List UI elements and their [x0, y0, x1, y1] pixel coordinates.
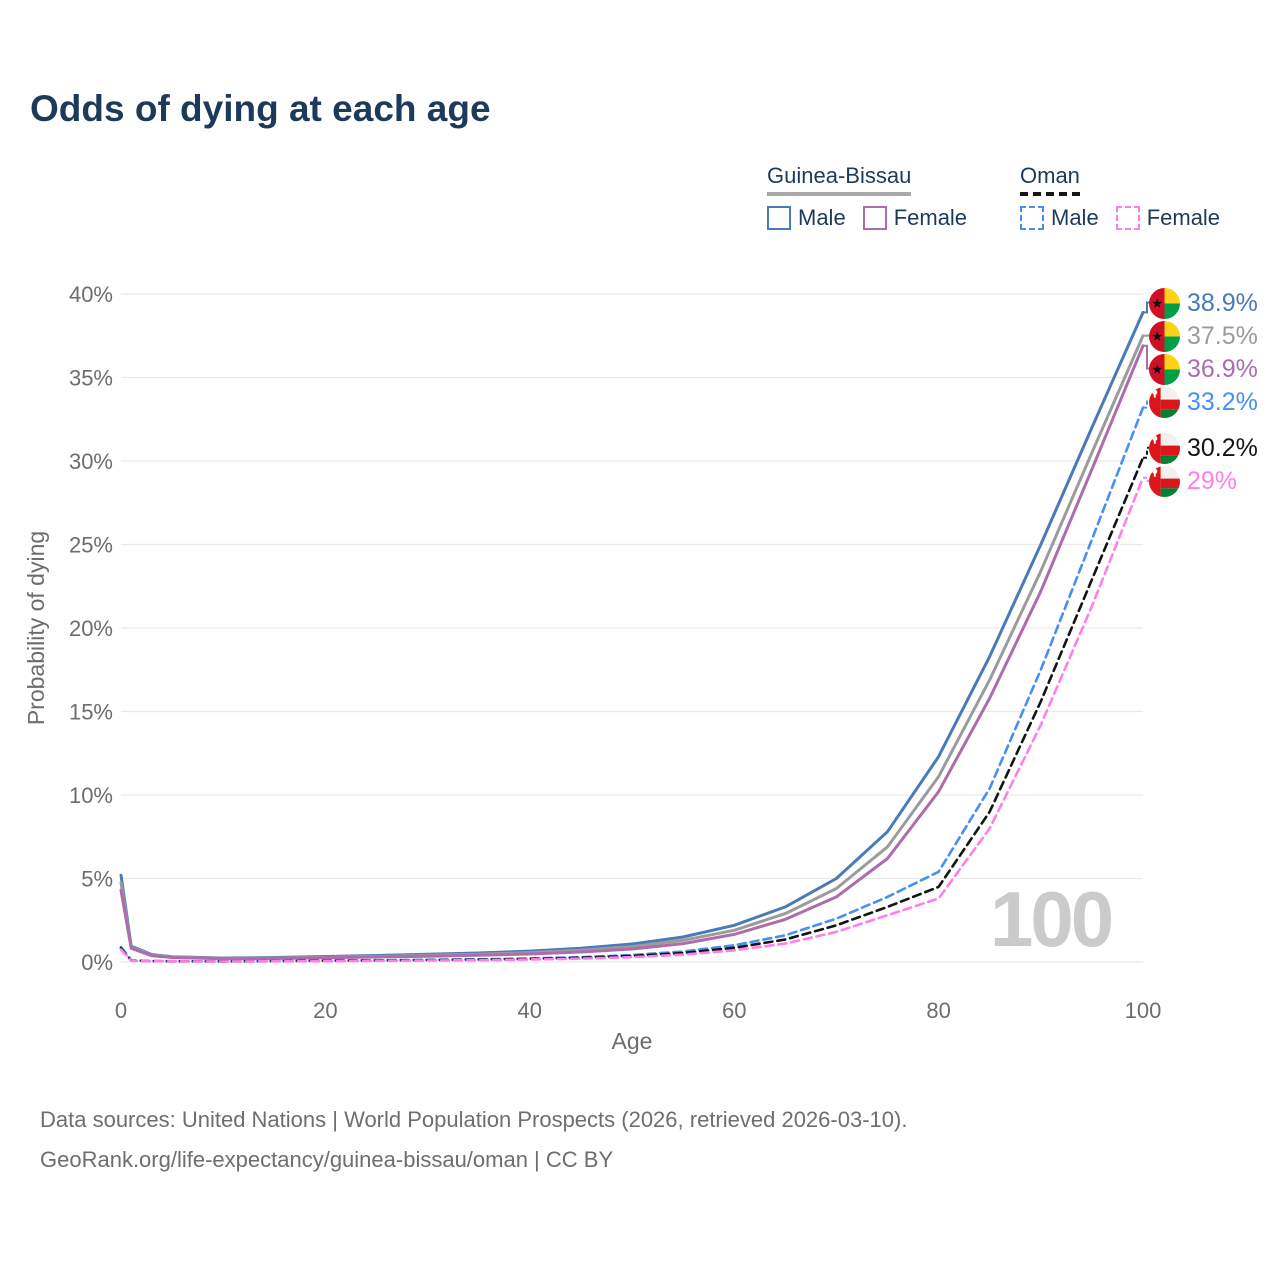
- end-label-value: 33.2%: [1187, 388, 1258, 416]
- oman-flag-icon: [1149, 432, 1180, 464]
- end-label-value: 29%: [1187, 467, 1238, 495]
- legend-item-guinea-bissau-female[interactable]: Female: [862, 205, 968, 231]
- x-tick-label: 40: [518, 998, 542, 1023]
- series-line-guinea-bissau-female: [119, 344, 1145, 961]
- legend-item-label: Male: [798, 205, 846, 230]
- legend-item-label: Female: [1146, 205, 1221, 230]
- legend-item-guinea-bissau-male[interactable]: Male: [767, 205, 846, 231]
- x-tick-label: 0: [115, 998, 127, 1023]
- footer-attribution-line: GeoRank.org/life-expectancy/guinea-bissa…: [40, 1147, 614, 1173]
- y-tick-label: 15%: [69, 700, 113, 725]
- end-label-value: 30.2%: [1187, 434, 1258, 462]
- legend-item-label: Male: [1051, 205, 1099, 230]
- end-label-guinea-bissau-male: 38.9%: [1149, 287, 1258, 319]
- end-label-guinea-bissau-female: 36.9%: [1149, 353, 1258, 385]
- end-label-value: 37.5%: [1187, 322, 1258, 350]
- x-tick-label: 100: [1125, 998, 1162, 1023]
- data-source-footer: Data sources: United Nations | World Pop…: [40, 1108, 907, 1188]
- oman-flag-icon: [1149, 386, 1180, 418]
- y-tick-label: 10%: [69, 783, 113, 808]
- page-title: Odds of dying at each age: [30, 88, 491, 129]
- guinea-bissau-flag-icon: [1149, 353, 1180, 385]
- legend-swatch-dashed-male: [1020, 206, 1044, 230]
- end-label-connector: [1143, 301, 1151, 314]
- guinea-bissau-flag-icon: [1149, 320, 1180, 352]
- x-tick-label: 20: [313, 998, 337, 1023]
- legend-country-label: Guinea-Bissau: [767, 163, 912, 196]
- end-label-connector: [1143, 476, 1151, 482]
- footer-sources-line: Data sources: United Nations | World Pop…: [40, 1107, 908, 1132]
- legend-item-oman-female[interactable]: Female: [1115, 205, 1221, 231]
- x-tick-label: 80: [926, 998, 950, 1023]
- x-tick-label: 60: [722, 998, 746, 1023]
- series-line-guinea-bissau-both-sexes: [119, 334, 1145, 960]
- y-axis-title: Probability of dying: [23, 531, 49, 725]
- end-label-oman-both-sexes: 30.2%: [1149, 432, 1258, 464]
- series-line-guinea-bissau-male: [119, 310, 1145, 960]
- oman-flag-icon: [1149, 465, 1180, 497]
- legend-swatch-dashed-female: [1115, 206, 1140, 230]
- end-label-oman-male: 33.2%: [1149, 386, 1258, 418]
- y-tick-label: 40%: [69, 282, 113, 307]
- x-axis-title: Age: [612, 1028, 653, 1054]
- end-label-connector: [1143, 344, 1151, 370]
- watermark-age-100: 100: [990, 875, 1114, 963]
- end-label-oman-female: 29%: [1149, 465, 1237, 497]
- end-label-connector: [1143, 446, 1151, 459]
- legend-item-oman-male[interactable]: Male: [1020, 205, 1099, 231]
- end-label-value: 36.9%: [1187, 355, 1258, 383]
- legend-group-oman: Oman Male Female: [1020, 163, 1220, 231]
- legend-item-label: Female: [893, 205, 968, 230]
- legend-swatch-solid-male: [767, 206, 791, 230]
- end-label-guinea-bissau-both-sexes: 37.5%: [1149, 320, 1258, 352]
- legend-country-label: Oman: [1020, 163, 1080, 196]
- series-line-oman-both-sexes: [119, 456, 1145, 963]
- series-line-oman-female: [119, 476, 1145, 963]
- y-tick-label: 25%: [69, 533, 113, 558]
- y-tick-label: 5%: [81, 867, 113, 892]
- y-tick-label: 20%: [69, 616, 113, 641]
- legend-swatch-solid-female: [862, 206, 887, 230]
- end-label-connector: [1143, 400, 1151, 409]
- y-tick-label: 30%: [69, 449, 113, 474]
- y-tick-label: 35%: [69, 366, 113, 391]
- y-tick-label: 0%: [81, 950, 113, 975]
- legend-group-guinea-bissau: Guinea-Bissau Male Female: [767, 163, 967, 231]
- end-label-value: 38.9%: [1187, 289, 1258, 317]
- guinea-bissau-flag-icon: [1149, 287, 1180, 319]
